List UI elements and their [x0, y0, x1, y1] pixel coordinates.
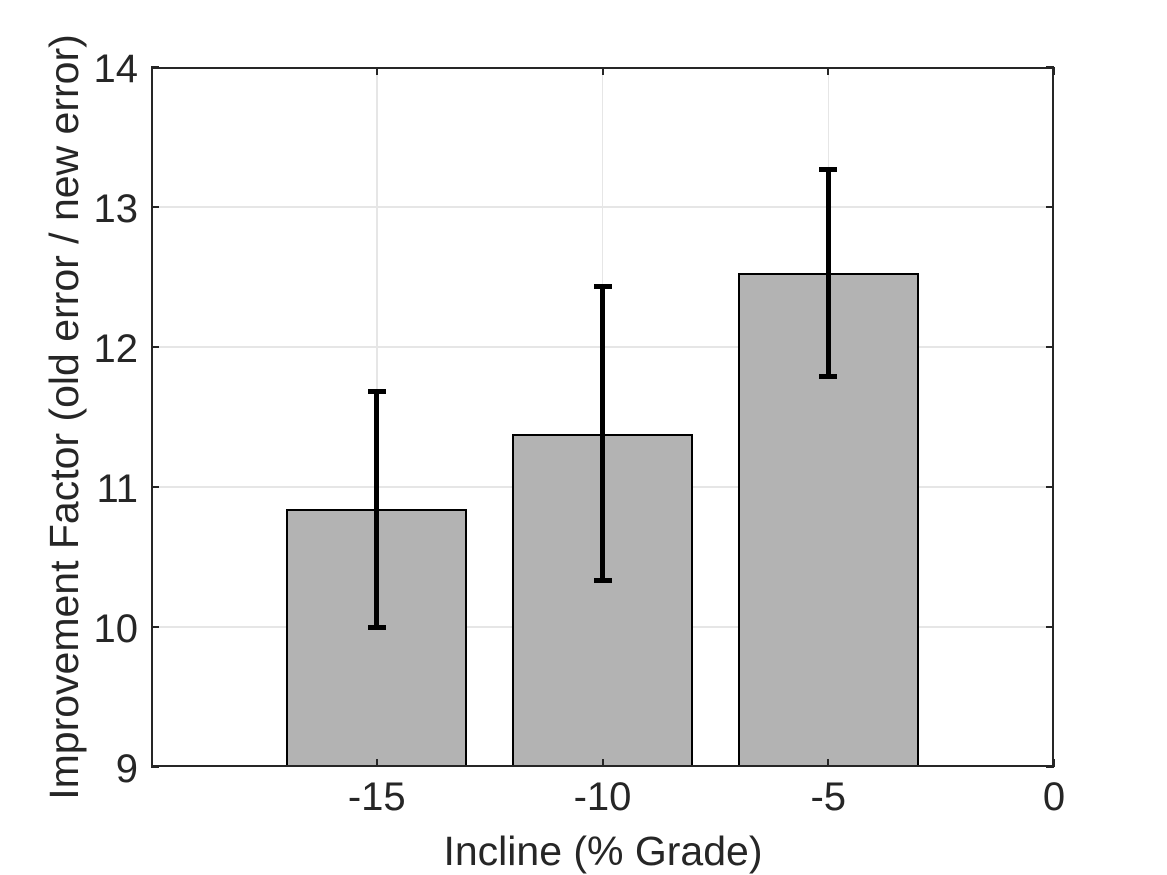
y-tick-mark-right: [1046, 766, 1054, 768]
error-bar-cap-top: [367, 389, 386, 395]
y-tick-label: 9: [115, 747, 138, 791]
y-tick-mark-left: [151, 626, 159, 628]
x-tick-mark-top: [1053, 67, 1055, 75]
x-tick-mark-top: [601, 67, 604, 75]
error-bar-line: [600, 286, 605, 581]
error-bar-line: [374, 391, 380, 627]
error-bar-cap-top: [819, 166, 838, 172]
y-tick-label: 13: [93, 187, 139, 231]
x-tick-mark-bottom: [827, 759, 830, 767]
y-tick-label: 10: [93, 607, 139, 651]
x-axis-label: Incline (% Grade): [443, 828, 763, 874]
y-tick-mark-left: [151, 66, 159, 68]
error-bar-cap-top: [593, 284, 612, 290]
x-tick-mark-bottom: [1053, 759, 1055, 767]
x-tick-label: -5: [810, 775, 847, 819]
x-tick-mark-bottom: [375, 759, 378, 767]
y-tick-mark-right: [1046, 486, 1054, 488]
y-tick-mark-left: [151, 346, 159, 348]
x-tick-mark-bottom: [601, 759, 604, 767]
y-tick-mark-left: [151, 766, 159, 768]
y-axis-label: Improvement Factor (old error / new erro…: [41, 34, 87, 800]
error-bar-cap-bottom: [367, 624, 386, 630]
error-bar-cap-bottom: [593, 578, 612, 584]
y-tick-mark-left: [151, 206, 159, 208]
y-tick-label: 11: [96, 467, 138, 511]
x-tick-mark-top: [827, 67, 830, 75]
error-bar-line: [825, 169, 831, 377]
y-tick-mark-right: [1046, 626, 1054, 628]
y-tick-mark-right: [1046, 346, 1054, 348]
y-tick-label: 14: [93, 47, 139, 91]
x-tick-mark-top: [375, 67, 378, 75]
x-tick-label: 0: [1042, 775, 1066, 819]
y-tick-mark-right: [1046, 206, 1054, 208]
x-tick-label: -15: [347, 775, 406, 819]
error-bar-cap-bottom: [819, 373, 838, 379]
y-tick-label: 12: [93, 327, 139, 371]
y-tick-mark-left: [151, 486, 159, 488]
plot-area: [151, 66, 1055, 768]
x-tick-label: -10: [573, 775, 632, 819]
